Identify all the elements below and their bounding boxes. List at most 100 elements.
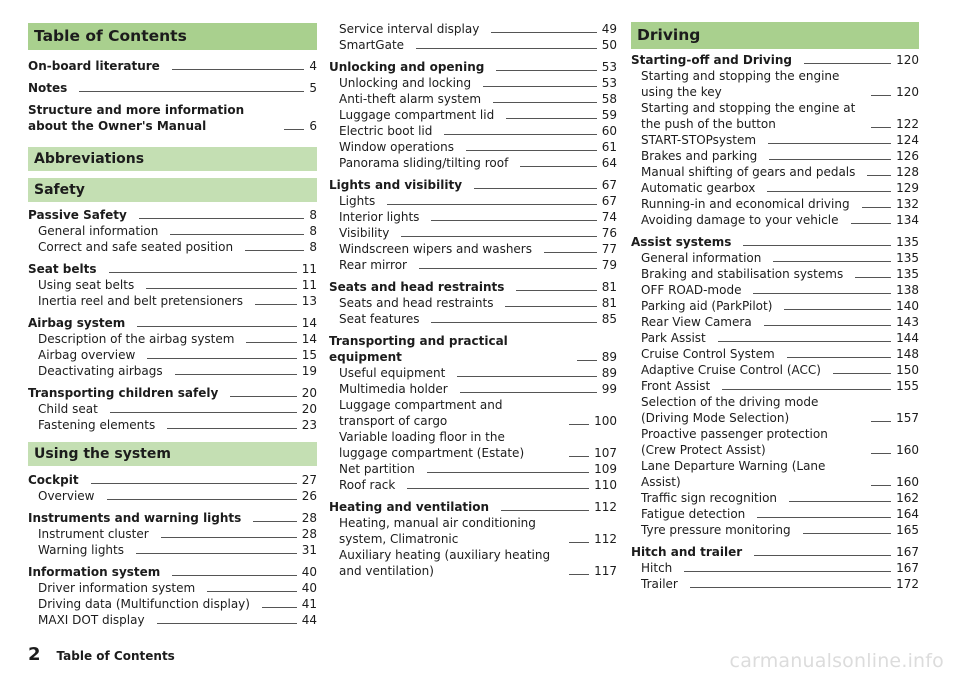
toc-subentry[interactable]: Net partition 109 bbox=[329, 461, 617, 477]
leader-line bbox=[230, 396, 297, 397]
toc-subentry[interactable]: Braking and stabilisation systems 135 bbox=[631, 266, 919, 282]
toc-subentry[interactable]: Correct and safe seated position 8 bbox=[28, 239, 317, 255]
toc-chapter-entry[interactable]: Information system 40 bbox=[28, 564, 317, 580]
toc-subentry[interactable]: Adaptive Cruise Control (ACC) 150 bbox=[631, 362, 919, 378]
toc-subentry[interactable]: Anti-theft alarm system 58 bbox=[329, 91, 617, 107]
toc-subentry[interactable]: Park Assist 144 bbox=[631, 330, 919, 346]
toc-entry-title: Warning lights bbox=[38, 543, 124, 557]
toc-subentry[interactable]: MAXI DOT display 44 bbox=[28, 612, 317, 628]
toc-chapter-entry[interactable]: Assist systems 135 bbox=[631, 234, 919, 250]
leader-line bbox=[156, 623, 297, 624]
leader-line bbox=[136, 553, 297, 554]
toc-subentry[interactable]: Automatic gearbox 129 bbox=[631, 180, 919, 196]
toc-subentry[interactable]: Auxiliary heating (auxiliary heating and… bbox=[329, 547, 617, 579]
toc-subentry[interactable]: Overview 26 bbox=[28, 488, 317, 504]
toc-chapter-entry[interactable]: On-board literature 4 bbox=[28, 58, 317, 74]
toc-subentry[interactable]: Child seat 20 bbox=[28, 401, 317, 417]
toc-subentry[interactable]: Driver information system 40 bbox=[28, 580, 317, 596]
toc-subentry[interactable]: Multimedia holder 99 bbox=[329, 381, 617, 397]
toc-subentry[interactable]: Traffic sign recognition 162 bbox=[631, 490, 919, 506]
toc-subentry[interactable]: Parking aid (ParkPilot) 140 bbox=[631, 298, 919, 314]
toc-subentry[interactable]: Tyre pressure monitoring 165 bbox=[631, 522, 919, 538]
toc-subentry[interactable]: Trailer 172 bbox=[631, 576, 919, 592]
toc-subentry[interactable]: Visibility 76 bbox=[329, 225, 617, 241]
toc-page-number: 40 bbox=[301, 581, 317, 595]
toc-page-number: 4 bbox=[309, 59, 317, 73]
toc-chapter-entry[interactable]: Unlocking and opening 53 bbox=[329, 59, 617, 75]
toc-subentry[interactable]: Instrument cluster 28 bbox=[28, 526, 317, 542]
toc-subentry[interactable]: Lane Departure Warning (Lane Assist) 160 bbox=[631, 458, 919, 490]
leader-line bbox=[520, 166, 597, 167]
toc-subentry[interactable]: Fatigue detection 164 bbox=[631, 506, 919, 522]
toc-entry-title: Starting and stopping the engine at the … bbox=[641, 101, 856, 131]
toc-subentry[interactable]: Proactive passenger protection (Crew Pro… bbox=[631, 426, 919, 458]
toc-subentry[interactable]: Brakes and parking 126 bbox=[631, 148, 919, 164]
toc-subentry[interactable]: Lights 67 bbox=[329, 193, 617, 209]
toc-subentry[interactable]: Driving data (Multifunction display) 41 bbox=[28, 596, 317, 612]
toc-subentry[interactable]: Front Assist 155 bbox=[631, 378, 919, 394]
toc-chapter-entry[interactable]: Lights and visibility 67 bbox=[329, 177, 617, 193]
toc-subentry[interactable]: General information 135 bbox=[631, 250, 919, 266]
toc-subentry[interactable]: Seats and head restraints 81 bbox=[329, 295, 617, 311]
toc-subentry[interactable]: Starting and stopping the engine at the … bbox=[631, 100, 919, 132]
toc-subentry[interactable]: Selection of the driving mode (Driving M… bbox=[631, 394, 919, 426]
toc-subentry[interactable]: Seat features 85 bbox=[329, 311, 617, 327]
toc-subentry[interactable]: Cruise Control System 148 bbox=[631, 346, 919, 362]
toc-subentry[interactable]: Airbag overview 15 bbox=[28, 347, 317, 363]
toc-chapter-entry[interactable]: Instruments and warning lights 28 bbox=[28, 510, 317, 526]
toc-subentry[interactable]: Running-in and economical driving 132 bbox=[631, 196, 919, 212]
toc-page-number: 143 bbox=[896, 315, 919, 329]
toc-subentry[interactable]: Variable loading floor in the luggage co… bbox=[329, 429, 617, 461]
toc-subentry[interactable]: Inertia reel and belt pretensioners 13 bbox=[28, 293, 317, 309]
toc-subentry[interactable]: Interior lights 74 bbox=[329, 209, 617, 225]
toc-chapter-entry[interactable]: Seats and head restraints 81 bbox=[329, 279, 617, 295]
toc-subentry[interactable]: Avoiding damage to your vehicle 134 bbox=[631, 212, 919, 228]
toc-chapter-entry[interactable]: Seat belts 11 bbox=[28, 261, 317, 277]
toc-chapter-entry[interactable]: Passive Safety 8 bbox=[28, 207, 317, 223]
toc-subentry[interactable]: Using seat belts 11 bbox=[28, 277, 317, 293]
toc-subentry[interactable]: Heating, manual air conditioning system,… bbox=[329, 515, 617, 547]
toc-entry-title: Rear View Camera bbox=[641, 315, 752, 329]
leader-line bbox=[569, 456, 590, 457]
toc-subentry[interactable]: Manual shifting of gears and pedals 128 bbox=[631, 164, 919, 180]
toc-chapter-entry[interactable]: Cockpit 27 bbox=[28, 472, 317, 488]
toc-subentry[interactable]: Windscreen wipers and washers 77 bbox=[329, 241, 617, 257]
toc-chapter-entry[interactable]: Heating and ventilation 112 bbox=[329, 499, 617, 515]
toc-entry-title: General information bbox=[38, 224, 159, 238]
page-footer: 2 Table of Contents bbox=[28, 644, 175, 665]
toc-subentry[interactable]: Service interval display 49 bbox=[329, 21, 617, 37]
toc-subentry[interactable]: Fastening elements 23 bbox=[28, 417, 317, 433]
toc-subentry[interactable]: Luggage compartment and transport of car… bbox=[329, 397, 617, 429]
toc-entry-title: Luggage compartment and transport of car… bbox=[339, 398, 503, 428]
toc-subentry[interactable]: Rear mirror 79 bbox=[329, 257, 617, 273]
toc-chapter-entry[interactable]: Structure and more information about the… bbox=[28, 102, 317, 134]
toc-page-number: 135 bbox=[896, 235, 919, 249]
toc-chapter-entry[interactable]: Transporting and practical equipment 89 bbox=[329, 333, 617, 365]
toc-subentry[interactable]: Rear View Camera 143 bbox=[631, 314, 919, 330]
toc-subentry[interactable]: Window operations 61 bbox=[329, 139, 617, 155]
toc-subentry[interactable]: Panorama sliding/tilting roof 64 bbox=[329, 155, 617, 171]
toc-subentry[interactable]: Luggage compartment lid 59 bbox=[329, 107, 617, 123]
toc-subentry[interactable]: Hitch 167 bbox=[631, 560, 919, 576]
toc-subentry[interactable]: General information 8 bbox=[28, 223, 317, 239]
toc-subentry[interactable]: Description of the airbag system 14 bbox=[28, 331, 317, 347]
toc-subentry[interactable]: START-STOPsystem 124 bbox=[631, 132, 919, 148]
toc-subentry[interactable]: Roof rack 110 bbox=[329, 477, 617, 493]
toc-subentry[interactable]: OFF ROAD-mode 138 bbox=[631, 282, 919, 298]
toc-subentry[interactable]: Starting and stopping the engine using t… bbox=[631, 68, 919, 100]
leader-line bbox=[493, 102, 597, 103]
toc-subentry[interactable]: Useful equipment 89 bbox=[329, 365, 617, 381]
toc-chapter-entry[interactable]: Notes 5 bbox=[28, 80, 317, 96]
toc-chapter-entry[interactable]: Airbag system 14 bbox=[28, 315, 317, 331]
toc-entry-title: Brakes and parking bbox=[641, 149, 758, 163]
toc-chapter-entry[interactable]: Transporting children safely 20 bbox=[28, 385, 317, 401]
toc-chapter-entry[interactable]: Hitch and trailer 167 bbox=[631, 544, 919, 560]
toc-subentry[interactable]: Electric boot lid 60 bbox=[329, 123, 617, 139]
toc-chapter-entry[interactable]: Starting-off and Driving 120 bbox=[631, 52, 919, 68]
toc-subentry[interactable]: Warning lights 31 bbox=[28, 542, 317, 558]
toc-subentry[interactable]: Deactivating airbags 19 bbox=[28, 363, 317, 379]
toc-entry-title: Heating and ventilation bbox=[329, 500, 490, 514]
toc-subentry[interactable]: Unlocking and locking 53 bbox=[329, 75, 617, 91]
toc-subentry[interactable]: SmartGate 50 bbox=[329, 37, 617, 53]
toc-entry-title: Cruise Control System bbox=[641, 347, 775, 361]
